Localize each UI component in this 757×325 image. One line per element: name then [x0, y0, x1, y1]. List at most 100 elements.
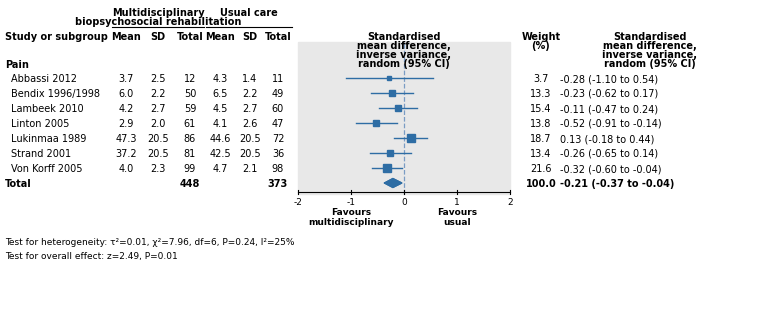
Text: Total: Total [5, 179, 32, 189]
Polygon shape [385, 178, 402, 188]
Text: 0.13 (-0.18 to 0.44): 0.13 (-0.18 to 0.44) [560, 134, 654, 144]
Text: 13.4: 13.4 [531, 149, 552, 159]
Text: Standardised: Standardised [613, 32, 687, 42]
Text: inverse variance,: inverse variance, [603, 50, 697, 60]
Text: 13.3: 13.3 [531, 89, 552, 99]
Text: 81: 81 [184, 149, 196, 159]
Text: 15.4: 15.4 [530, 104, 552, 114]
Text: 6.5: 6.5 [212, 89, 228, 99]
Text: 1: 1 [454, 198, 459, 207]
Text: Von Korff 2005: Von Korff 2005 [11, 164, 83, 174]
Text: 60: 60 [272, 104, 284, 114]
Text: Mean: Mean [205, 32, 235, 42]
Text: 1.4: 1.4 [242, 74, 257, 84]
Text: SD: SD [151, 32, 166, 42]
Text: Study or subgroup: Study or subgroup [5, 32, 108, 42]
Text: 4.2: 4.2 [118, 104, 134, 114]
Text: Strand 2001: Strand 2001 [11, 149, 71, 159]
Text: 2.7: 2.7 [242, 104, 257, 114]
Text: 11: 11 [272, 74, 284, 84]
Text: 13.8: 13.8 [531, 119, 552, 129]
Bar [298, 42, 510, 194]
Text: 2.3: 2.3 [151, 164, 166, 174]
Text: 3.7: 3.7 [534, 74, 549, 84]
Text: -0.11 (-0.47 to 0.24): -0.11 (-0.47 to 0.24) [560, 104, 658, 114]
Text: Favours
usual: Favours usual [437, 208, 477, 227]
Text: 72: 72 [272, 134, 284, 144]
Text: 2.5: 2.5 [150, 74, 166, 84]
Text: Pain: Pain [5, 60, 29, 70]
Text: 2.2: 2.2 [242, 89, 257, 99]
Text: 4.0: 4.0 [118, 164, 134, 174]
Text: 2.2: 2.2 [150, 89, 166, 99]
Text: random (95% CI): random (95% CI) [358, 59, 450, 69]
Text: 4.1: 4.1 [213, 119, 228, 129]
Text: Bendix 1996/1998: Bendix 1996/1998 [11, 89, 100, 99]
Text: -2: -2 [294, 198, 303, 207]
Text: random (95% CI): random (95% CI) [604, 59, 696, 69]
Text: Linton 2005: Linton 2005 [11, 119, 70, 129]
Text: SD: SD [242, 32, 257, 42]
Text: 2.7: 2.7 [150, 104, 166, 114]
Text: Total: Total [176, 32, 204, 42]
Text: Lukinmaa 1989: Lukinmaa 1989 [11, 134, 86, 144]
Text: 59: 59 [184, 104, 196, 114]
Text: 50: 50 [184, 89, 196, 99]
Text: -0.52 (-0.91 to -0.14): -0.52 (-0.91 to -0.14) [560, 119, 662, 129]
Text: 36: 36 [272, 149, 284, 159]
Text: Multidisciplinary: Multidisciplinary [112, 8, 204, 18]
Text: Favours
multidisciplinary: Favours multidisciplinary [308, 208, 394, 227]
Text: 42.5: 42.5 [209, 149, 231, 159]
Text: 20.5: 20.5 [239, 149, 261, 159]
Text: Mean: Mean [111, 32, 141, 42]
Text: 18.7: 18.7 [530, 134, 552, 144]
Text: Test for overall effect: z=2.49, P=0.01: Test for overall effect: z=2.49, P=0.01 [5, 252, 178, 261]
Text: 47: 47 [272, 119, 284, 129]
Text: -0.23 (-0.62 to 0.17): -0.23 (-0.62 to 0.17) [560, 89, 659, 99]
Text: 12: 12 [184, 74, 196, 84]
Text: 49: 49 [272, 89, 284, 99]
Text: 2: 2 [507, 198, 512, 207]
Text: 373: 373 [268, 179, 288, 189]
Text: 61: 61 [184, 119, 196, 129]
Text: 2.9: 2.9 [118, 119, 134, 129]
Text: inverse variance,: inverse variance, [357, 50, 451, 60]
Text: 2.0: 2.0 [151, 119, 166, 129]
Text: 21.6: 21.6 [530, 164, 552, 174]
Text: 98: 98 [272, 164, 284, 174]
Text: 47.3: 47.3 [115, 134, 137, 144]
Text: -0.32 (-0.60 to -0.04): -0.32 (-0.60 to -0.04) [560, 164, 662, 174]
Text: 20.5: 20.5 [147, 134, 169, 144]
Text: 2.1: 2.1 [242, 164, 257, 174]
Text: 4.3: 4.3 [213, 74, 228, 84]
Text: -1: -1 [347, 198, 356, 207]
Text: -0.21 (-0.37 to -0.04): -0.21 (-0.37 to -0.04) [560, 179, 674, 189]
Text: 100.0: 100.0 [525, 179, 556, 189]
Text: 6.0: 6.0 [118, 89, 134, 99]
Text: 0: 0 [401, 198, 407, 207]
Text: 4.7: 4.7 [212, 164, 228, 174]
Text: 20.5: 20.5 [147, 149, 169, 159]
Text: Abbassi 2012: Abbassi 2012 [11, 74, 77, 84]
Text: 37.2: 37.2 [115, 149, 137, 159]
Text: 86: 86 [184, 134, 196, 144]
Text: 448: 448 [180, 179, 200, 189]
Text: 4.5: 4.5 [212, 104, 228, 114]
Text: mean difference,: mean difference, [357, 41, 451, 51]
Text: mean difference,: mean difference, [603, 41, 697, 51]
Text: (%): (%) [531, 41, 550, 51]
Text: 20.5: 20.5 [239, 134, 261, 144]
Text: 2.6: 2.6 [242, 119, 257, 129]
Text: 44.6: 44.6 [210, 134, 231, 144]
Text: Lambeek 2010: Lambeek 2010 [11, 104, 83, 114]
Text: 99: 99 [184, 164, 196, 174]
Text: Weight: Weight [522, 32, 561, 42]
Text: Usual care: Usual care [220, 8, 278, 18]
Text: -0.28 (-1.10 to 0.54): -0.28 (-1.10 to 0.54) [560, 74, 658, 84]
Text: -0.26 (-0.65 to 0.14): -0.26 (-0.65 to 0.14) [560, 149, 658, 159]
Text: biopsychosocial rehabilitation: biopsychosocial rehabilitation [75, 17, 241, 27]
Text: Total: Total [265, 32, 291, 42]
Text: Test for heterogeneity: τ²=0.01, χ²=7.96, df=6, P=0.24, I²=25%: Test for heterogeneity: τ²=0.01, χ²=7.96… [5, 238, 294, 247]
Text: Standardised: Standardised [367, 32, 441, 42]
Text: 3.7: 3.7 [118, 74, 134, 84]
